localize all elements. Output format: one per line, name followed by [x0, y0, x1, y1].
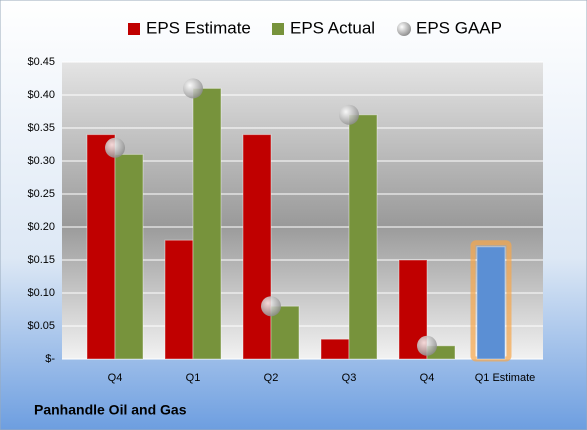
gaap-marker	[417, 335, 437, 356]
legend-swatch	[272, 23, 284, 35]
y-tick-label: $0.45	[27, 56, 55, 68]
bar	[86, 134, 116, 360]
legend-label: EPS Estimate	[146, 18, 251, 37]
legend-swatch	[397, 22, 411, 36]
y-tick-label: $-	[45, 353, 55, 365]
gaap-marker	[105, 137, 125, 158]
gaap-marker	[183, 78, 203, 99]
y-tick-label: $0.40	[27, 89, 55, 101]
y-tick-label: $0.05	[27, 320, 55, 332]
bar	[242, 134, 272, 360]
x-tick-label: Q1	[186, 372, 201, 384]
bar	[320, 338, 350, 360]
gaap-marker	[339, 104, 359, 125]
x-tick-label: Q3	[342, 372, 357, 384]
bar	[348, 114, 378, 360]
y-tick-label: $0.10	[27, 287, 55, 299]
company-name: Panhandle Oil and Gas	[34, 402, 187, 418]
y-tick-label: $0.30	[27, 155, 55, 167]
y-tick-label: $0.15	[27, 254, 55, 266]
gaap-marker	[261, 296, 281, 317]
bar	[476, 246, 506, 360]
bar	[114, 153, 144, 360]
x-tick-label: Q4	[108, 372, 123, 384]
x-tick-label: Q4	[420, 372, 435, 384]
y-tick-label: $0.20	[27, 221, 55, 233]
y-tick-label: $0.35	[27, 122, 55, 134]
x-tick-label: Q1 Estimate	[475, 372, 536, 384]
bar	[192, 87, 222, 360]
legend-swatch	[128, 23, 140, 35]
x-tick-label: Q2	[264, 372, 279, 384]
legend-label: EPS GAAP	[416, 18, 502, 37]
bar	[164, 239, 194, 360]
y-tick-label: $0.25	[27, 188, 55, 200]
legend-label: EPS Actual	[290, 18, 375, 37]
